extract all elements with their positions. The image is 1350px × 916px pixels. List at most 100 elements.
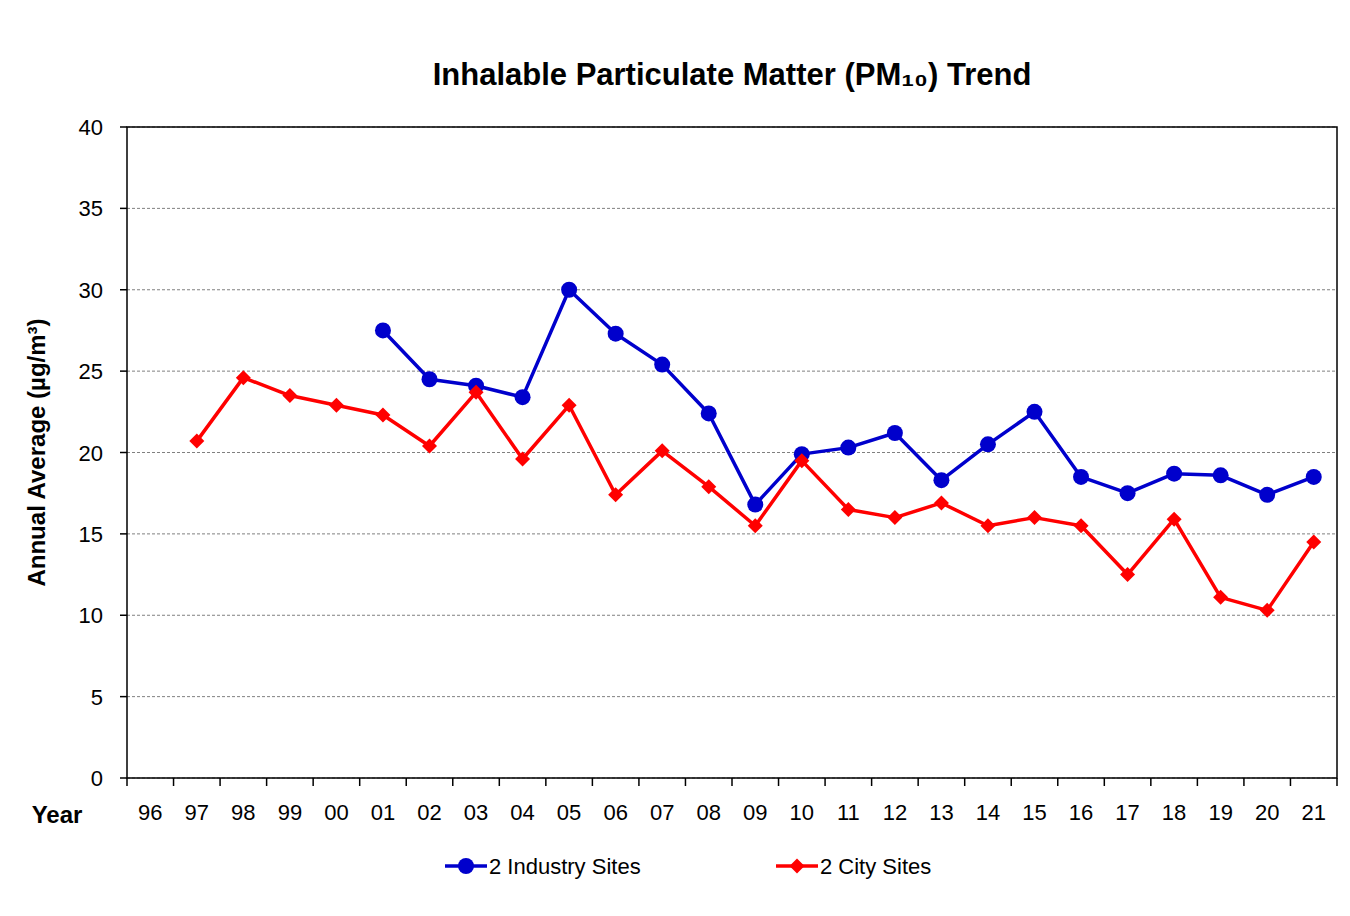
y-tick-label: 20 [79,441,103,466]
x-tick [871,778,873,786]
x-tick [964,778,966,786]
grid-line [127,208,1337,209]
y-tick [120,533,127,535]
x-tick [917,778,919,786]
circle-marker [933,472,949,488]
x-tick-label: 10 [790,800,814,825]
y-tick [120,777,127,779]
diamond-marker [887,510,902,525]
circle-marker [1306,469,1322,485]
diamond-marker [236,370,251,385]
legend-label: 2 City Sites [820,854,931,879]
y-tick [120,208,127,210]
x-tick [1010,778,1012,786]
y-tick-label: 0 [91,766,103,791]
x-tick-label: 13 [929,800,953,825]
diamond-marker [562,398,577,413]
x-tick [638,778,640,786]
y-tick [120,615,127,617]
x-tick-label: 19 [1208,800,1232,825]
diamond-marker [1074,518,1089,533]
x-tick [685,778,687,786]
x-tick [545,778,547,786]
x-tick [499,778,501,786]
y-tick-label: 30 [79,278,103,303]
x-tick-label: 96 [138,800,162,825]
x-tick [126,778,128,786]
circle-marker [654,357,670,373]
y-tick [120,452,127,454]
x-tick [312,778,314,786]
grid-line [127,452,1337,453]
x-tick [266,778,268,786]
x-tick [452,778,454,786]
x-tick-label: 97 [185,800,209,825]
y-tick [120,126,127,128]
circle-marker [1120,485,1136,501]
y-tick-label: 15 [79,522,103,547]
x-tick-label: 16 [1069,800,1093,825]
diamond-marker [1120,567,1135,582]
circle-marker [701,405,717,421]
circle-marker [375,322,391,338]
circle-marker [515,389,531,405]
diamond-marker [1167,512,1182,527]
diamond-marker [794,453,809,468]
x-tick [592,778,594,786]
diamond-marker [422,438,437,453]
series-line [197,378,1314,611]
x-tick [731,778,733,786]
diamond-marker [1260,603,1275,618]
x-tick [405,778,407,786]
diamond-marker [1027,510,1042,525]
diamond-marker [841,502,856,517]
grid-line [127,533,1337,534]
circle-marker [422,371,438,387]
circle-marker [1073,469,1089,485]
y-tick-label: 35 [79,196,103,221]
x-tick [824,778,826,786]
x-axis-label: Year [32,801,83,828]
diamond-marker [934,495,949,510]
x-tick-label: 12 [883,800,907,825]
x-tick [219,778,221,786]
x-tick-label: 09 [743,800,767,825]
circle-marker [1259,487,1275,503]
circle-marker [980,436,996,452]
x-tick [1197,778,1199,786]
x-tick-label: 08 [696,800,720,825]
chart: Inhalable Particulate Matter (PM₁₀) Tren… [0,0,1350,916]
x-tick [1057,778,1059,786]
circle-marker [840,440,856,456]
diamond-marker [980,518,995,533]
diamond-marker [189,434,204,449]
x-tick-label: 07 [650,800,674,825]
x-tick-label: 02 [417,800,441,825]
diamond-marker [701,479,716,494]
y-tick [120,696,127,698]
y-tick-label: 5 [91,685,103,710]
x-tick-label: 05 [557,800,581,825]
x-tick-label: 14 [976,800,1000,825]
y-tick [120,370,127,372]
y-tick [120,289,127,291]
diamond-marker [1213,590,1228,605]
diamond-marker [748,518,763,533]
circle-marker [887,425,903,441]
x-tick-label: 00 [324,800,348,825]
y-tick-label: 25 [79,359,103,384]
x-tick [359,778,361,786]
x-tick-label: 04 [510,800,534,825]
diamond-marker [515,452,530,467]
legend: 2 Industry Sites2 City Sites [445,854,931,879]
x-tick-label: 06 [603,800,627,825]
plot-area [189,282,1321,618]
diamond-marker [469,385,484,400]
x-tick-label: 17 [1115,800,1139,825]
grid-line [127,371,1337,372]
x-tick-label: 21 [1301,800,1325,825]
grid-line [127,289,1337,290]
diamond-marker [375,408,390,423]
x-tick-label: 01 [371,800,395,825]
diamond-marker [655,443,670,458]
